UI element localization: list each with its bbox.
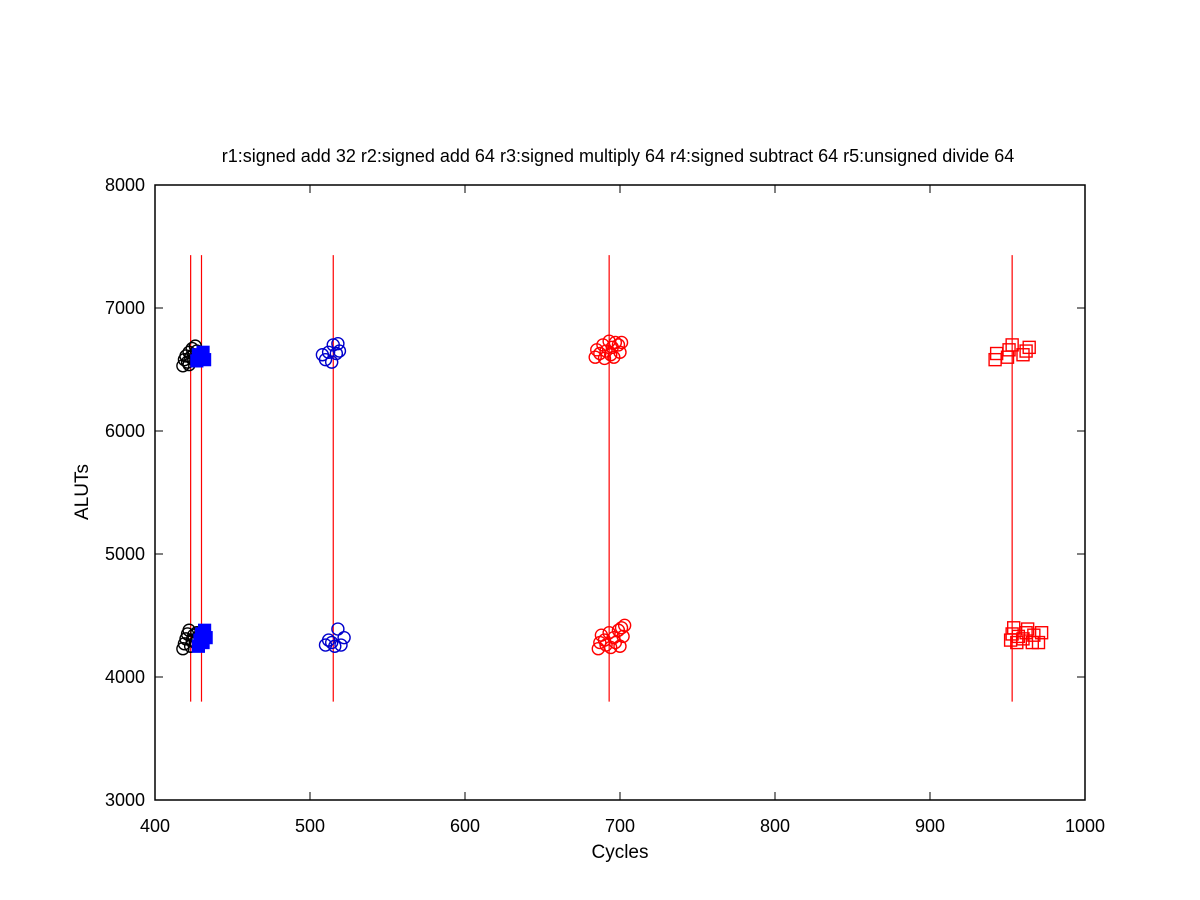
data-point [616, 629, 630, 644]
reference-lines [190, 255, 1013, 702]
x-tick-label: 600 [450, 816, 480, 836]
data-point [318, 352, 333, 367]
data-point [198, 353, 212, 367]
y-tick-label: 5000 [105, 544, 145, 564]
data-point [614, 621, 629, 635]
x-tick-label: 400 [140, 816, 170, 836]
series-5 [988, 338, 1049, 650]
data-point [1022, 340, 1036, 355]
x-axis-label: Cycles [591, 842, 648, 863]
x-tick-label: 700 [605, 816, 635, 836]
x-tick-label: 800 [760, 816, 790, 836]
x-axis: 400 500 600 700 800 900 1000 [140, 185, 1105, 836]
data-point [1034, 626, 1049, 640]
data-point [1002, 343, 1016, 357]
data-point [1011, 629, 1026, 644]
y-tick-label: 8000 [105, 175, 145, 195]
data-point [334, 638, 348, 652]
series-2 [190, 345, 213, 653]
data-point [613, 345, 627, 359]
data-point [613, 639, 627, 653]
y-tick-label: 7000 [105, 298, 145, 318]
data-point [325, 635, 339, 650]
y-tick-label: 4000 [105, 667, 145, 687]
data-point [176, 359, 190, 373]
data-point [604, 640, 618, 655]
data-point [1019, 344, 1033, 358]
data-point [1027, 628, 1041, 642]
data-point [199, 631, 213, 645]
data-point [1031, 635, 1046, 650]
data-point [611, 338, 626, 352]
x-tick-label: 900 [915, 816, 945, 836]
data-point [331, 622, 345, 636]
data-point [588, 350, 602, 364]
data-points [176, 334, 1049, 656]
y-axis: 3000 4000 5000 6000 7000 8000 [105, 175, 1085, 810]
data-point [337, 630, 351, 645]
y-axis-label: ALUTs [72, 464, 93, 520]
x-tick-label: 1000 [1065, 816, 1105, 836]
x-tick-label: 500 [295, 816, 325, 836]
data-point [604, 348, 618, 362]
chart-title: r1:signed add 32 r2:signed add 64 r3:sig… [222, 146, 1015, 166]
data-point [614, 335, 629, 350]
data-point [593, 346, 607, 361]
series-3 [315, 336, 351, 653]
data-point [1005, 338, 1019, 352]
series-1 [176, 339, 204, 656]
data-point [329, 346, 344, 361]
y-tick-label: 3000 [105, 790, 145, 810]
data-point [328, 639, 342, 653]
data-point [332, 344, 347, 358]
series-4 [588, 334, 632, 656]
y-tick-label: 6000 [105, 421, 145, 441]
data-point [617, 618, 632, 633]
data-point [321, 345, 336, 359]
data-point [602, 626, 616, 640]
data-point [331, 336, 345, 351]
plot-frame [154, 184, 1086, 801]
